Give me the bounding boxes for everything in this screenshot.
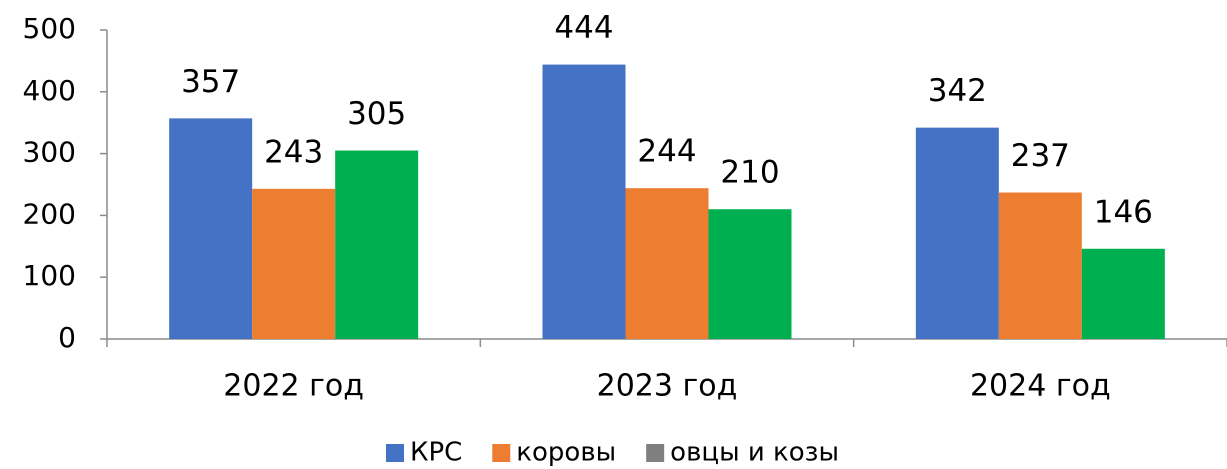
y-tick-label: 100 bbox=[23, 259, 76, 292]
bar bbox=[1081, 248, 1165, 339]
bar bbox=[998, 192, 1082, 339]
y-tick-label: 0 bbox=[58, 321, 76, 354]
x-tick-label: 2024 год bbox=[970, 369, 1111, 404]
data-label: 146 bbox=[1094, 194, 1153, 230]
x-tick-label: 2022 год bbox=[223, 369, 364, 404]
bar bbox=[542, 64, 626, 339]
data-label: 244 bbox=[637, 134, 696, 170]
data-label: 342 bbox=[928, 73, 987, 109]
data-label: 444 bbox=[554, 10, 613, 46]
y-tick-label: 400 bbox=[23, 74, 76, 107]
data-label: 357 bbox=[181, 64, 240, 100]
y-tick-label: 200 bbox=[23, 197, 76, 230]
data-label: 237 bbox=[1011, 138, 1070, 174]
legend-label: овцы и козы bbox=[670, 438, 839, 468]
legend-label: коровы bbox=[516, 438, 616, 468]
bar bbox=[169, 118, 253, 340]
bar bbox=[708, 209, 792, 339]
y-tick-label: 500 bbox=[23, 12, 76, 45]
bar bbox=[625, 188, 709, 339]
legend-swatch bbox=[646, 444, 665, 462]
y-tick-label: 300 bbox=[23, 136, 76, 169]
legend-swatch bbox=[492, 444, 511, 462]
data-label: 305 bbox=[347, 96, 406, 132]
bar bbox=[252, 188, 336, 339]
bar bbox=[915, 127, 999, 339]
legend-swatch bbox=[386, 444, 404, 462]
bar bbox=[335, 150, 419, 339]
x-tick-label: 2023 год bbox=[597, 369, 738, 404]
data-label: 243 bbox=[264, 134, 323, 170]
data-label: 210 bbox=[720, 155, 779, 191]
legend-label: КРС bbox=[410, 438, 462, 468]
